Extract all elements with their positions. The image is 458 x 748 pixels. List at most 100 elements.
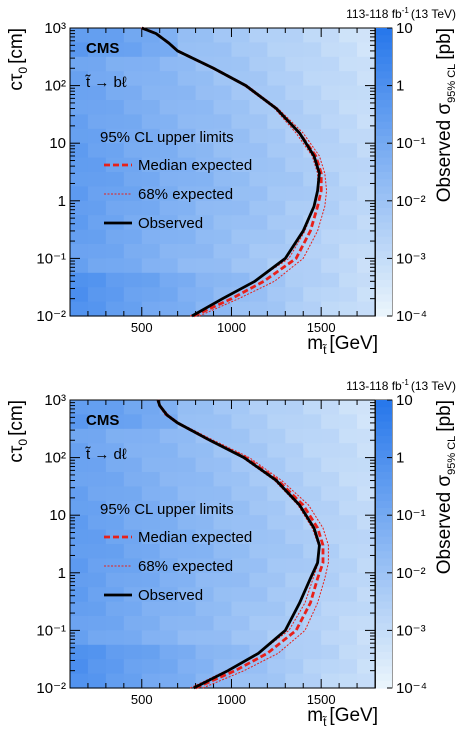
heatmap-cell (231, 42, 251, 58)
heatmap-cell (87, 229, 107, 245)
heatmap-cell (357, 128, 376, 144)
z-tick-label: 10⁻⁴ (396, 680, 427, 697)
heatmap-cell (285, 544, 304, 559)
heatmap-cell (87, 172, 107, 187)
heatmap-cell (321, 472, 340, 487)
heatmap-cell (123, 258, 143, 274)
z-tick-label: 10⁻² (396, 565, 426, 582)
heatmap-cell (105, 85, 125, 101)
heatmap-cell (141, 42, 161, 58)
heatmap-cell (87, 673, 107, 689)
heatmap-cell (249, 414, 268, 430)
cms-label: CMS (86, 412, 119, 429)
heatmap-cell (159, 229, 179, 245)
heatmap-cell (267, 172, 286, 187)
z-tick-label: 10⁻⁴ (396, 308, 427, 325)
heatmap-cell (339, 28, 358, 43)
heatmap-cell (249, 157, 268, 173)
heatmap-cell (249, 186, 268, 202)
colorbar-segment (376, 558, 392, 567)
heatmap-cell (321, 673, 340, 689)
heatmap-cell (303, 472, 322, 487)
heatmap-cell (267, 128, 286, 144)
heatmap-cell (357, 200, 376, 216)
heatmap-cell (249, 229, 268, 245)
heatmap-cell (123, 673, 143, 689)
heatmap-cell (195, 229, 215, 245)
heatmap-cell (303, 272, 322, 288)
heatmap-cell (303, 414, 322, 430)
heatmap-cell (141, 85, 161, 101)
heatmap-cell (105, 428, 125, 444)
heatmap-cell (177, 172, 197, 187)
colorbar-segment (376, 229, 392, 238)
x-tick-label: 500 (131, 692, 153, 707)
z-axis-label: Observed σ95% CL[pb] (434, 400, 458, 574)
heatmap-cell (321, 85, 340, 101)
heatmap-cell (195, 100, 215, 115)
heatmap-cell (70, 244, 89, 259)
heatmap-cell (285, 644, 304, 660)
colorbar-segment (376, 508, 392, 516)
heatmap-cell (159, 644, 179, 660)
heatmap-cell (87, 500, 107, 516)
heatmap-cell (249, 200, 268, 216)
heatmap-cell (213, 587, 233, 603)
heatmap-cell (195, 500, 215, 516)
heatmap-cell (123, 457, 143, 473)
colorbar-segment (376, 287, 392, 295)
heatmap-cell (339, 244, 358, 259)
colorbar-segment (376, 500, 392, 509)
heatmap-cell (267, 186, 286, 202)
colorbar-segment (376, 42, 392, 51)
heatmap-cell (123, 42, 143, 58)
heatmap-cell (123, 200, 143, 216)
heatmap-cell (177, 128, 197, 144)
heatmap-cell (321, 215, 340, 231)
heatmap-cell (213, 114, 233, 130)
heatmap-cell (321, 616, 340, 631)
colorbar-segment (376, 544, 392, 552)
heatmap-cell (105, 443, 125, 459)
heatmap-cell (195, 601, 215, 617)
heatmap-cell (339, 644, 358, 660)
heatmap-cell (213, 428, 233, 444)
heatmap-cell (177, 558, 197, 574)
heatmap-cell (105, 287, 125, 303)
x-tick-label: 1000 (217, 692, 246, 707)
heatmap-cell (357, 56, 376, 72)
heatmap-cell (231, 128, 251, 144)
heatmap-cell (141, 457, 161, 473)
heatmap-cell (213, 544, 233, 559)
colorbar-segment (376, 414, 392, 423)
heatmap-cell (141, 215, 161, 231)
heatmap-cell (357, 457, 376, 473)
colorbar-segment (376, 515, 392, 523)
heatmap-cell (231, 143, 251, 159)
heatmap-cell (195, 457, 215, 473)
heatmap-cell (195, 630, 215, 646)
colorbar-segment (376, 100, 392, 108)
heatmap-cell (70, 229, 89, 245)
heatmap-cell (70, 558, 89, 574)
heatmap-cell (357, 100, 376, 115)
heatmap-cell (159, 673, 179, 689)
heatmap-cell (87, 486, 107, 502)
y-tick-label: 10⁻² (36, 308, 66, 325)
heatmap-cell (231, 472, 251, 487)
heatmap-cell (141, 601, 161, 617)
heatmap-cell (87, 572, 107, 588)
heatmap-cell (141, 659, 161, 675)
heatmap-cell (249, 630, 268, 646)
colorbar-segment (376, 200, 392, 209)
heatmap-cell (321, 28, 340, 43)
heatmap-cell (303, 443, 322, 459)
heatmap-cell (339, 587, 358, 603)
heatmap-cell (123, 558, 143, 574)
heatmap-cell (213, 414, 233, 430)
heatmap-cell (70, 601, 89, 617)
plot-frame (69, 399, 376, 689)
heatmap-cell (141, 472, 161, 487)
heatmap-cell (105, 128, 125, 144)
